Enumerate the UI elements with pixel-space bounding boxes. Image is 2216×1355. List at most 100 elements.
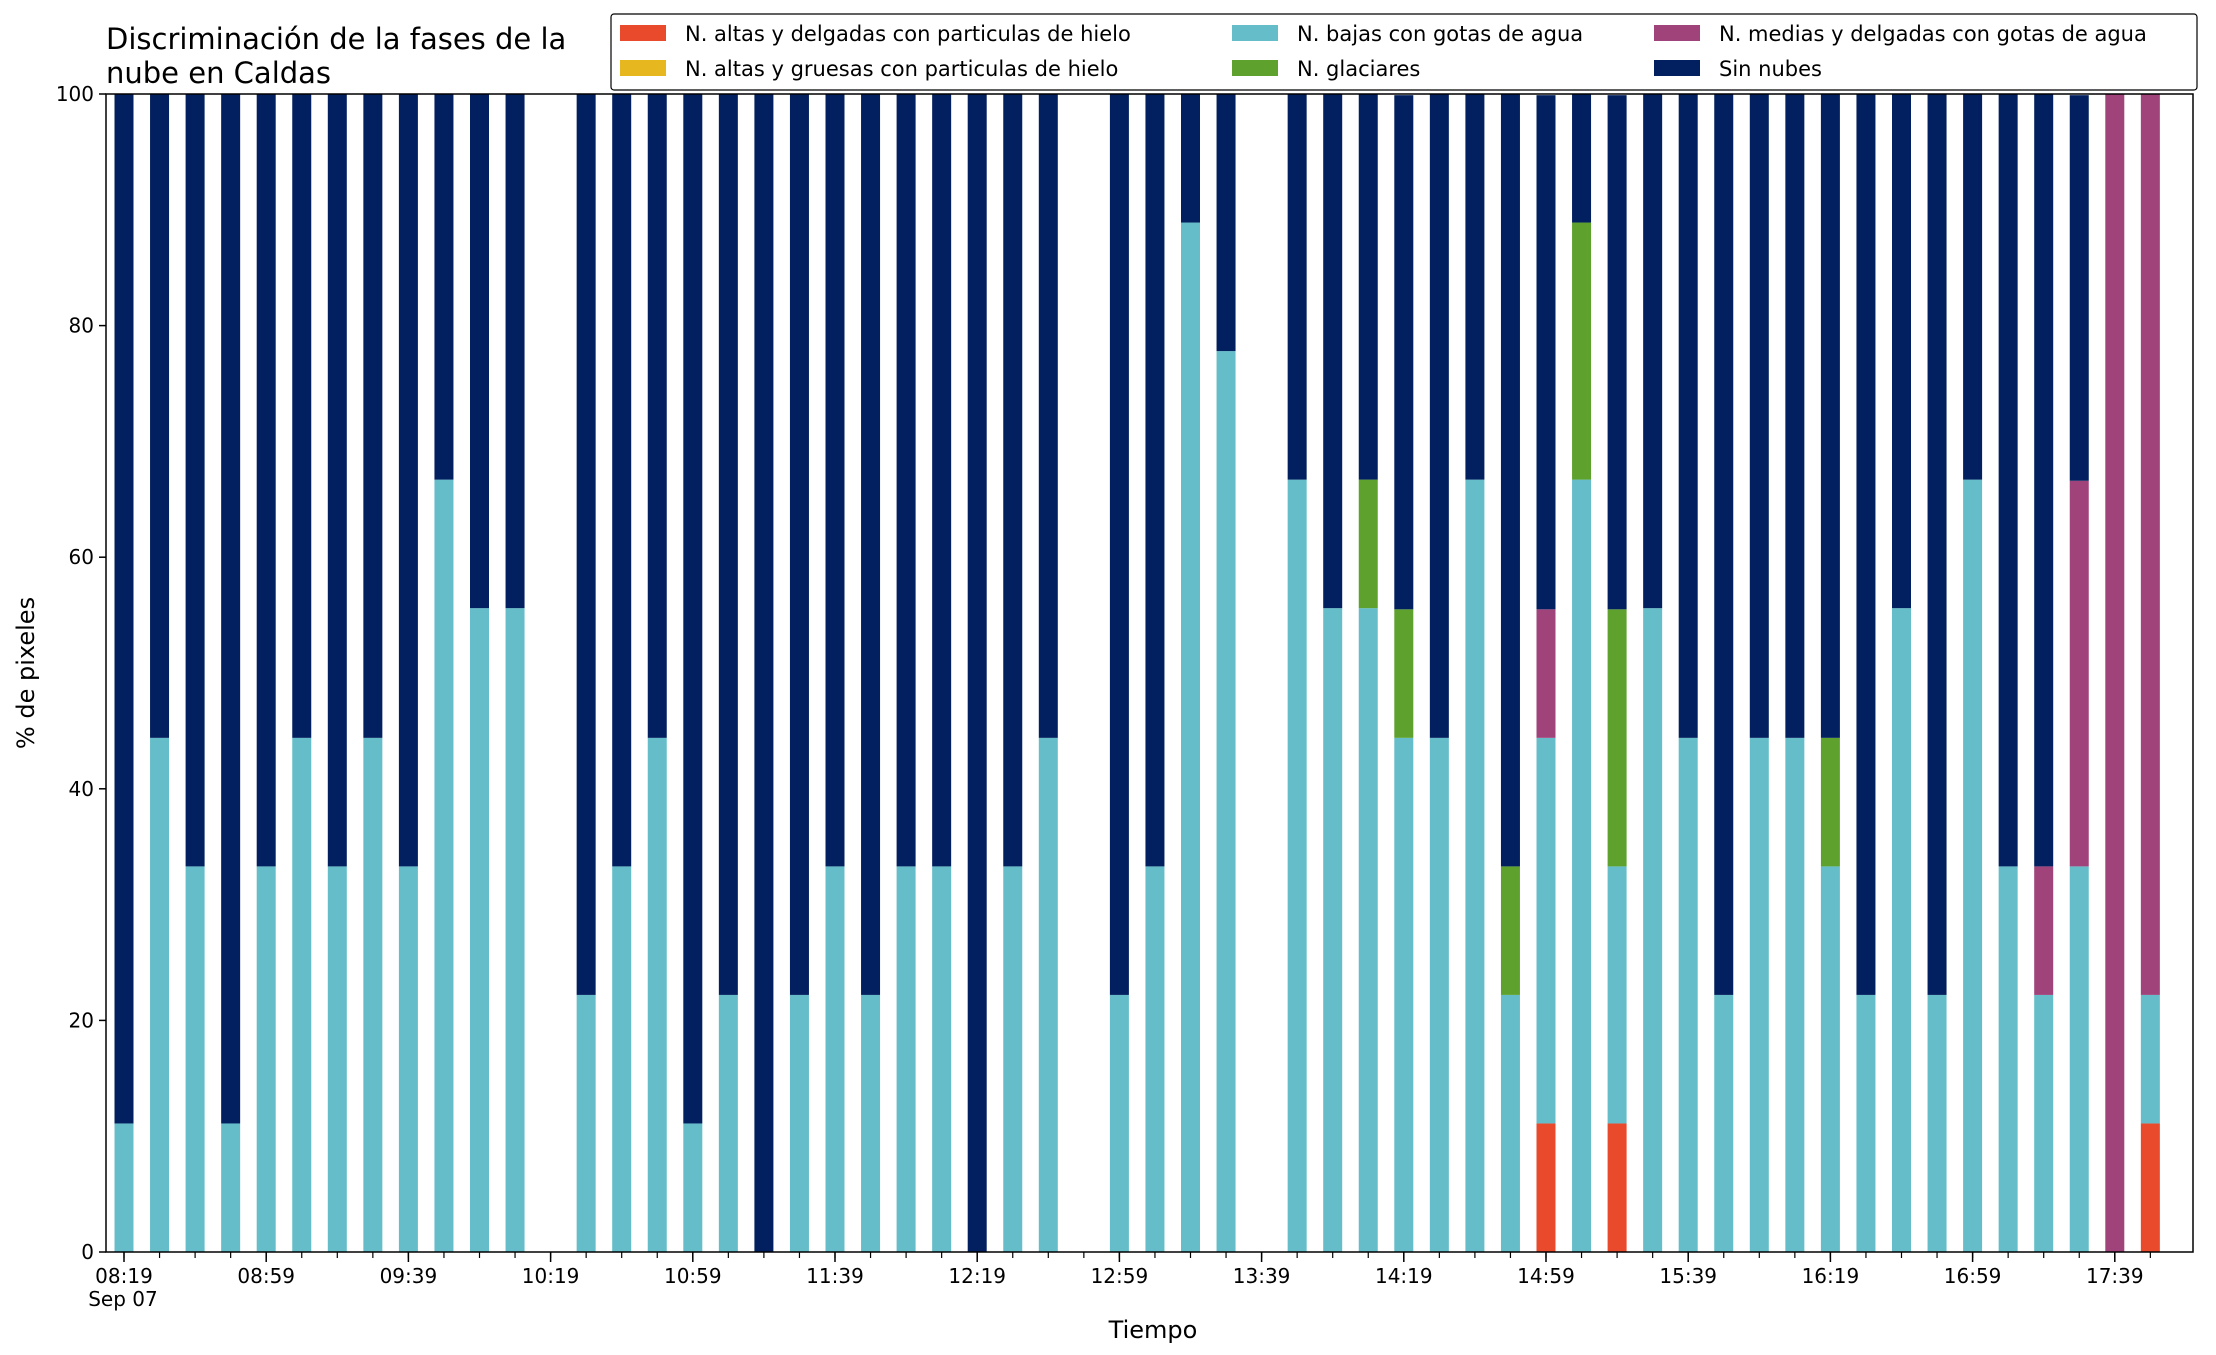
bar-segment-20-2 xyxy=(825,866,845,1252)
bars-layer xyxy=(114,94,2160,1253)
bar-segment-35-2 xyxy=(1358,608,1378,1252)
bar-segment-31-5 xyxy=(1216,94,1236,352)
legend-swatch xyxy=(1654,25,1700,41)
bar-segment-37-5 xyxy=(1429,94,1449,738)
legend-label: N. glaciares xyxy=(1297,57,1420,81)
bar-segment-15-2 xyxy=(647,737,667,1252)
bar-segment-48-3 xyxy=(1820,737,1840,867)
bar-segment-19-2 xyxy=(789,994,809,1252)
bar-segment-33-5 xyxy=(1287,94,1307,480)
x-tick-label: 13:39 xyxy=(1233,1264,1291,1288)
bar-segment-40-0 xyxy=(1536,1123,1556,1252)
bar-segment-13-5 xyxy=(576,94,596,995)
y-tick-label: 100 xyxy=(56,82,94,106)
axes-layer xyxy=(105,93,2194,1253)
bar-segment-8-5 xyxy=(398,94,418,867)
bar-segment-39-5 xyxy=(1500,94,1520,867)
x-axis-label: Tiempo xyxy=(1108,1316,1198,1344)
bar-segment-54-5 xyxy=(2034,94,2054,867)
bar-segment-42-5 xyxy=(1607,95,1627,610)
bar-segment-53-5 xyxy=(1998,94,2018,867)
bar-segment-44-2 xyxy=(1678,737,1698,1252)
bar-segment-0-5 xyxy=(114,94,134,1124)
bar-segment-48-2 xyxy=(1820,866,1840,1252)
bar-segment-28-2 xyxy=(1109,994,1129,1252)
bar-segment-54-2 xyxy=(2034,994,2054,1252)
bar-segment-6-5 xyxy=(327,94,347,867)
bar-segment-10-5 xyxy=(470,94,489,609)
bar-segment-2-2 xyxy=(185,866,205,1252)
bar-segment-26-2 xyxy=(1038,737,1058,1252)
bar-segment-49-2 xyxy=(1856,994,1876,1252)
bar-segment-53-2 xyxy=(1998,866,2018,1252)
bar-segment-56-4 xyxy=(2105,94,2125,1252)
bar-segment-42-3 xyxy=(1607,609,1627,867)
x-tick-label: 10:59 xyxy=(664,1264,722,1288)
bar-segment-1-5 xyxy=(150,94,170,738)
bar-segment-43-2 xyxy=(1643,608,1663,1252)
bar-segment-40-2 xyxy=(1536,737,1556,1124)
x-tick-label: 15:39 xyxy=(1659,1264,1717,1288)
bar-segment-38-5 xyxy=(1465,94,1485,480)
bar-segment-4-2 xyxy=(256,866,276,1252)
bar-segment-57-4 xyxy=(2140,94,2160,995)
bar-segment-39-2 xyxy=(1500,994,1520,1252)
legend-label: N. altas y gruesas con particulas de hie… xyxy=(685,57,1118,81)
bar-segment-5-5 xyxy=(292,94,312,738)
bar-segment-3-5 xyxy=(221,94,241,1124)
bar-segment-41-2 xyxy=(1572,479,1592,1252)
bar-segment-57-2 xyxy=(2140,994,2160,1124)
bar-segment-55-5 xyxy=(2069,95,2089,481)
bar-segment-37-2 xyxy=(1429,737,1449,1252)
y-tick-label: 40 xyxy=(69,777,94,801)
x-tick-label: 16:59 xyxy=(1944,1264,2002,1288)
x-tick-label: 14:59 xyxy=(1517,1264,1575,1288)
x-tick-label: 16:19 xyxy=(1802,1264,1860,1288)
bar-segment-17-2 xyxy=(718,994,738,1252)
bar-segment-30-2 xyxy=(1181,222,1200,1252)
y-tick-label: 60 xyxy=(69,545,94,569)
bar-segment-41-3 xyxy=(1572,222,1592,480)
x-date-label: Sep 07 xyxy=(88,1287,158,1311)
bar-segment-39-3 xyxy=(1500,866,1520,995)
bar-segment-19-5 xyxy=(789,94,809,995)
bar-segment-25-5 xyxy=(1003,94,1023,867)
bar-segment-36-5 xyxy=(1394,95,1414,610)
x-tick-label: 12:59 xyxy=(1091,1264,1149,1288)
bar-segment-55-4 xyxy=(2069,480,2089,867)
bar-segment-31-2 xyxy=(1216,351,1236,1253)
bar-segment-15-5 xyxy=(647,94,667,738)
bar-segment-52-2 xyxy=(1963,479,1983,1252)
bar-segment-11-5 xyxy=(505,94,525,609)
bar-segment-3-2 xyxy=(221,1123,241,1252)
bar-segment-23-2 xyxy=(932,866,952,1252)
bar-segment-47-5 xyxy=(1785,94,1805,738)
x-axis: 08:19 08:59 09:39 10:19 10:59 11:39 12:19 12:59… xyxy=(95,1252,2151,1288)
x-tick-label: 17:39 xyxy=(2086,1264,2144,1288)
bar-segment-47-2 xyxy=(1785,737,1805,1252)
x-tick-label: 09:39 xyxy=(380,1264,438,1288)
bar-segment-51-5 xyxy=(1927,94,1947,995)
legend-label: N. altas y delgadas con particulas de hi… xyxy=(685,22,1131,46)
legend-swatch xyxy=(1232,60,1278,76)
bar-segment-1-2 xyxy=(150,737,170,1252)
bar-segment-9-5 xyxy=(434,94,454,480)
bar-segment-48-5 xyxy=(1820,94,1840,738)
y-tick-label: 80 xyxy=(69,314,94,338)
y-tick-label: 20 xyxy=(69,1008,94,1032)
bar-segment-29-5 xyxy=(1145,94,1165,867)
legend-swatch xyxy=(620,25,666,41)
bar-segment-11-2 xyxy=(505,608,525,1252)
bar-segment-57-0 xyxy=(2140,1123,2160,1252)
bar-segment-4-5 xyxy=(256,94,276,867)
bar-segment-14-2 xyxy=(612,866,632,1252)
bar-segment-34-5 xyxy=(1323,94,1343,609)
bar-segment-30-5 xyxy=(1181,94,1200,223)
bar-segment-36-3 xyxy=(1394,609,1414,738)
chart-title: Discriminación de la fases de la nube en… xyxy=(106,22,567,90)
legend-swatch xyxy=(620,60,666,76)
bar-segment-36-2 xyxy=(1394,737,1414,1252)
bar-segment-33-2 xyxy=(1287,479,1307,1252)
y-axis-label: % de pixeles xyxy=(12,597,40,749)
